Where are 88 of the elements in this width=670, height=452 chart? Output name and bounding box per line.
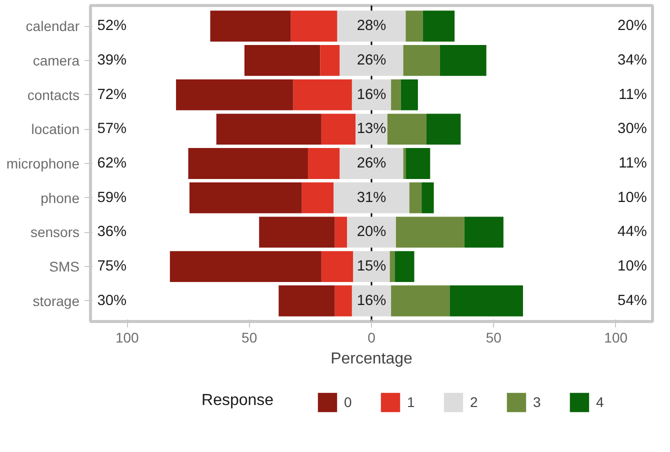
annotation: 11% bbox=[618, 156, 647, 172]
bar bbox=[188, 148, 308, 179]
bar bbox=[321, 114, 356, 145]
bar bbox=[189, 182, 302, 214]
annotation: 57% bbox=[97, 121, 127, 138]
bar bbox=[278, 285, 335, 316]
x-tick-label: 50 bbox=[486, 330, 502, 346]
annotation: 62% bbox=[97, 156, 127, 172]
annotation: 20% bbox=[618, 18, 647, 34]
bar bbox=[394, 251, 414, 282]
bar bbox=[293, 79, 352, 110]
bar bbox=[216, 114, 322, 145]
bar bbox=[464, 216, 504, 248]
data-label: 16% bbox=[356, 86, 386, 103]
x-tick-label: 50 bbox=[242, 330, 258, 346]
y-tick-label: camera bbox=[32, 52, 80, 68]
bar bbox=[244, 45, 320, 76]
data-label: 28% bbox=[356, 18, 386, 34]
annotation: 39% bbox=[97, 52, 127, 68]
annotation: 54% bbox=[618, 292, 647, 309]
legend-label: 0 bbox=[344, 394, 353, 410]
annotation: 52% bbox=[97, 18, 127, 34]
annotation: 10% bbox=[618, 258, 647, 275]
bar bbox=[259, 216, 335, 248]
y-tick-label: phone bbox=[40, 190, 80, 206]
bar bbox=[391, 285, 450, 316]
bar bbox=[308, 148, 340, 179]
bar bbox=[340, 45, 404, 76]
annotation: 44% bbox=[618, 224, 647, 240]
y-tick-label: contacts bbox=[27, 86, 80, 103]
y-tick-label: SMS bbox=[49, 258, 80, 275]
y-tick-label: location bbox=[31, 121, 80, 138]
x-axis-title: Percentage bbox=[330, 350, 413, 368]
bar bbox=[390, 251, 395, 282]
x-tick-label: 0 bbox=[368, 330, 376, 346]
data-label: 13% bbox=[356, 121, 386, 138]
annotation: 30% bbox=[97, 292, 127, 309]
legend-label: 4 bbox=[596, 394, 605, 410]
bar bbox=[334, 182, 410, 214]
bar bbox=[426, 114, 461, 145]
bar bbox=[334, 285, 352, 316]
annotation: 72% bbox=[97, 86, 127, 103]
bar bbox=[320, 45, 340, 76]
bar bbox=[347, 216, 396, 248]
annotation: 75% bbox=[97, 258, 127, 275]
bar bbox=[409, 182, 422, 214]
y-tick-label: microphone bbox=[6, 156, 80, 172]
bar bbox=[176, 79, 294, 110]
data-label: 31% bbox=[356, 190, 386, 206]
bar bbox=[290, 10, 338, 42]
bar bbox=[170, 251, 322, 282]
bar bbox=[403, 45, 440, 76]
y-tick-label: storage bbox=[32, 292, 80, 309]
annotation: 59% bbox=[97, 190, 127, 206]
data-label: 16% bbox=[356, 292, 386, 309]
annotation: 34% bbox=[618, 52, 647, 68]
bar bbox=[406, 148, 430, 179]
x-tick-label: 100 bbox=[604, 330, 628, 346]
bar bbox=[337, 10, 406, 42]
annotation: 36% bbox=[97, 224, 127, 240]
bar bbox=[422, 10, 455, 42]
bar bbox=[321, 251, 354, 282]
legend-label: 1 bbox=[407, 394, 416, 410]
bar bbox=[210, 10, 291, 42]
bar bbox=[422, 182, 434, 214]
data-label: 26% bbox=[356, 156, 386, 172]
data-label: 20% bbox=[356, 224, 386, 240]
y-tick-label: calendar bbox=[26, 18, 80, 34]
annotation: 30% bbox=[618, 121, 647, 138]
legend-title: Response bbox=[202, 392, 274, 409]
x-tick-label: 100 bbox=[115, 330, 140, 346]
legend-label: 3 bbox=[533, 394, 542, 410]
data-label: 15% bbox=[356, 258, 386, 275]
y-tick-label: sensors bbox=[30, 224, 80, 240]
bar bbox=[396, 216, 464, 248]
annotation: 11% bbox=[618, 86, 647, 103]
bar bbox=[440, 45, 486, 76]
bar bbox=[340, 148, 404, 179]
bar bbox=[387, 114, 426, 145]
legend-label: 2 bbox=[470, 394, 479, 410]
bar bbox=[450, 285, 523, 316]
bar bbox=[391, 79, 401, 110]
bar bbox=[406, 10, 423, 42]
annotation: 10% bbox=[618, 190, 647, 206]
data-label: 26% bbox=[356, 52, 386, 68]
bar bbox=[302, 182, 334, 214]
bar bbox=[400, 79, 418, 110]
bar bbox=[334, 216, 348, 248]
